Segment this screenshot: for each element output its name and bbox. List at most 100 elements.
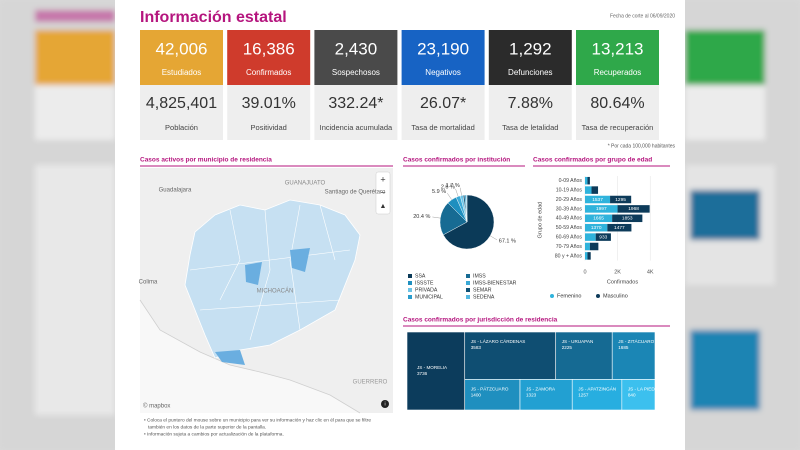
bar-segment [585, 214, 613, 223]
y-tick-label: 80 y + Años [555, 253, 583, 259]
bar-segment [585, 233, 596, 241]
bar-segment [617, 205, 650, 213]
bar-segment [595, 233, 611, 241]
kpi-label: Confirmados [246, 68, 291, 77]
kpi-label: Incidencia acumulada [320, 123, 393, 132]
legend-swatch [466, 295, 470, 299]
legend-swatch [466, 288, 470, 292]
kpi-bottom [488, 85, 572, 140]
bar-segment [612, 214, 643, 223]
kpi-label: Estudiados [162, 68, 202, 77]
bar-segment [585, 205, 618, 213]
legend-swatch [466, 281, 470, 285]
kpi-bottom [314, 85, 398, 140]
map-label: MICHOACÁN [257, 288, 294, 295]
kpi-label: Negativos [425, 68, 461, 77]
map-label: GUANAJUATO [285, 181, 326, 187]
legend-swatch [408, 274, 412, 278]
note: también en los datos de la parte superio… [148, 424, 266, 430]
map-label: GUERRERO [353, 380, 388, 386]
bar-segment [585, 186, 592, 194]
data-label: 1665 [593, 216, 604, 222]
bar-segment [587, 252, 591, 260]
data-label: 1370 [591, 225, 602, 231]
x-axis-title: Confirmados [607, 279, 638, 285]
legend-swatch [408, 288, 412, 292]
kpi-bottom [401, 85, 485, 140]
kpi-label: Recuperados [594, 68, 642, 77]
legend-label: SEMAR [473, 287, 492, 293]
note: • Información sujeta a cambios por actua… [144, 431, 284, 437]
y-axis-title: Grupo de edad [537, 202, 543, 239]
tile-value: 2225 [562, 345, 573, 350]
bar-segment [585, 223, 608, 232]
data-label: 1477 [614, 225, 625, 231]
section-title: Casos confirmados por jurisdicción de re… [403, 317, 558, 324]
kpi-value: 332.24* [328, 95, 383, 112]
map: + − ▲ i [139, 168, 393, 414]
legend-label: SSA [415, 273, 426, 279]
x-tick-label: 2K [614, 269, 621, 275]
y-tick-label: 10-19 Años [556, 187, 583, 193]
legend-label: MUNICIPAL [415, 294, 443, 300]
tile-label: JS - APATZINGÁN [578, 386, 616, 392]
label-leader [432, 216, 441, 219]
y-tick-label: 70-79 Años [556, 244, 583, 250]
footnote: * Por cada 100,000 habitantes [608, 143, 676, 149]
tile-value: 1685 [618, 345, 629, 350]
kpi-top [401, 30, 485, 85]
section-title: Casos confirmados por grupo de edad [533, 157, 652, 164]
kpi-value: 2,430 [335, 39, 378, 58]
map-label: Guadalajara [159, 188, 192, 194]
y-tick-label: 20-29 Años [556, 197, 583, 203]
kpi-top [140, 30, 223, 85]
treemap-tile [555, 331, 613, 380]
kpi-bottom [576, 85, 659, 140]
kpi-top [314, 30, 398, 85]
tile-value: 1257 [578, 393, 589, 398]
legend-swatch [408, 281, 412, 285]
bar-segment [585, 176, 588, 185]
data-label: 1.7 % [446, 183, 460, 189]
treemap-tile [464, 379, 521, 411]
treemap-tile [406, 331, 466, 411]
data-label: 1537 [592, 197, 603, 203]
kpi-value: 26.07* [420, 95, 466, 112]
y-tick-label: 40-49 Años [556, 216, 583, 222]
kpi-value: 39.01% [242, 95, 296, 112]
tile-label: JS - MORELIA [417, 365, 448, 370]
data-label: 20.4 % [413, 214, 430, 220]
cutoff-date: Fecha de corte al 06/09/2020 [610, 13, 675, 19]
tile-value: 840 [628, 393, 636, 398]
kpi-bottom [140, 85, 223, 140]
kpi-value: 1,292 [509, 39, 552, 58]
y-tick-label: 0-09 Años [559, 178, 583, 184]
kpi-top [488, 30, 572, 85]
data-label: 1295 [615, 197, 626, 203]
tile-label: JS - URUAPAN [562, 339, 594, 344]
kpi-value: 16,386 [243, 39, 295, 58]
section-title: Casos confirmados por institución [403, 157, 510, 164]
map-label: Santiago de Querétaro [325, 190, 386, 196]
page-title: Información estatal [140, 9, 287, 26]
legend-swatch [466, 274, 470, 278]
kpi-label: Tasa de mortalidad [411, 123, 474, 132]
bar-segment [585, 195, 611, 204]
tile-label: JS - LA PIEDAD [628, 387, 662, 392]
kpi-top [227, 30, 311, 85]
y-tick-label: 30-39 Años [556, 206, 583, 212]
x-tick-label: 0 [583, 269, 586, 275]
kpi-label: Sospechosos [332, 68, 380, 77]
pie-slice [465, 194, 468, 223]
label-leader [455, 188, 459, 197]
kpi-bottom [227, 85, 311, 140]
kpi-label: Tasa de recuperación [582, 123, 654, 132]
kpi-label: Defunciones [508, 68, 552, 77]
legend-label: IMSS-BIENESTAR [473, 280, 517, 286]
tile-label: JS - LÁZARO CÁRDENAS [471, 338, 526, 344]
legend-label: ISSSTE [415, 280, 434, 286]
data-label: 2.6 % [441, 184, 455, 190]
legend-swatch [550, 294, 554, 298]
data-label: 1968 [628, 206, 639, 212]
